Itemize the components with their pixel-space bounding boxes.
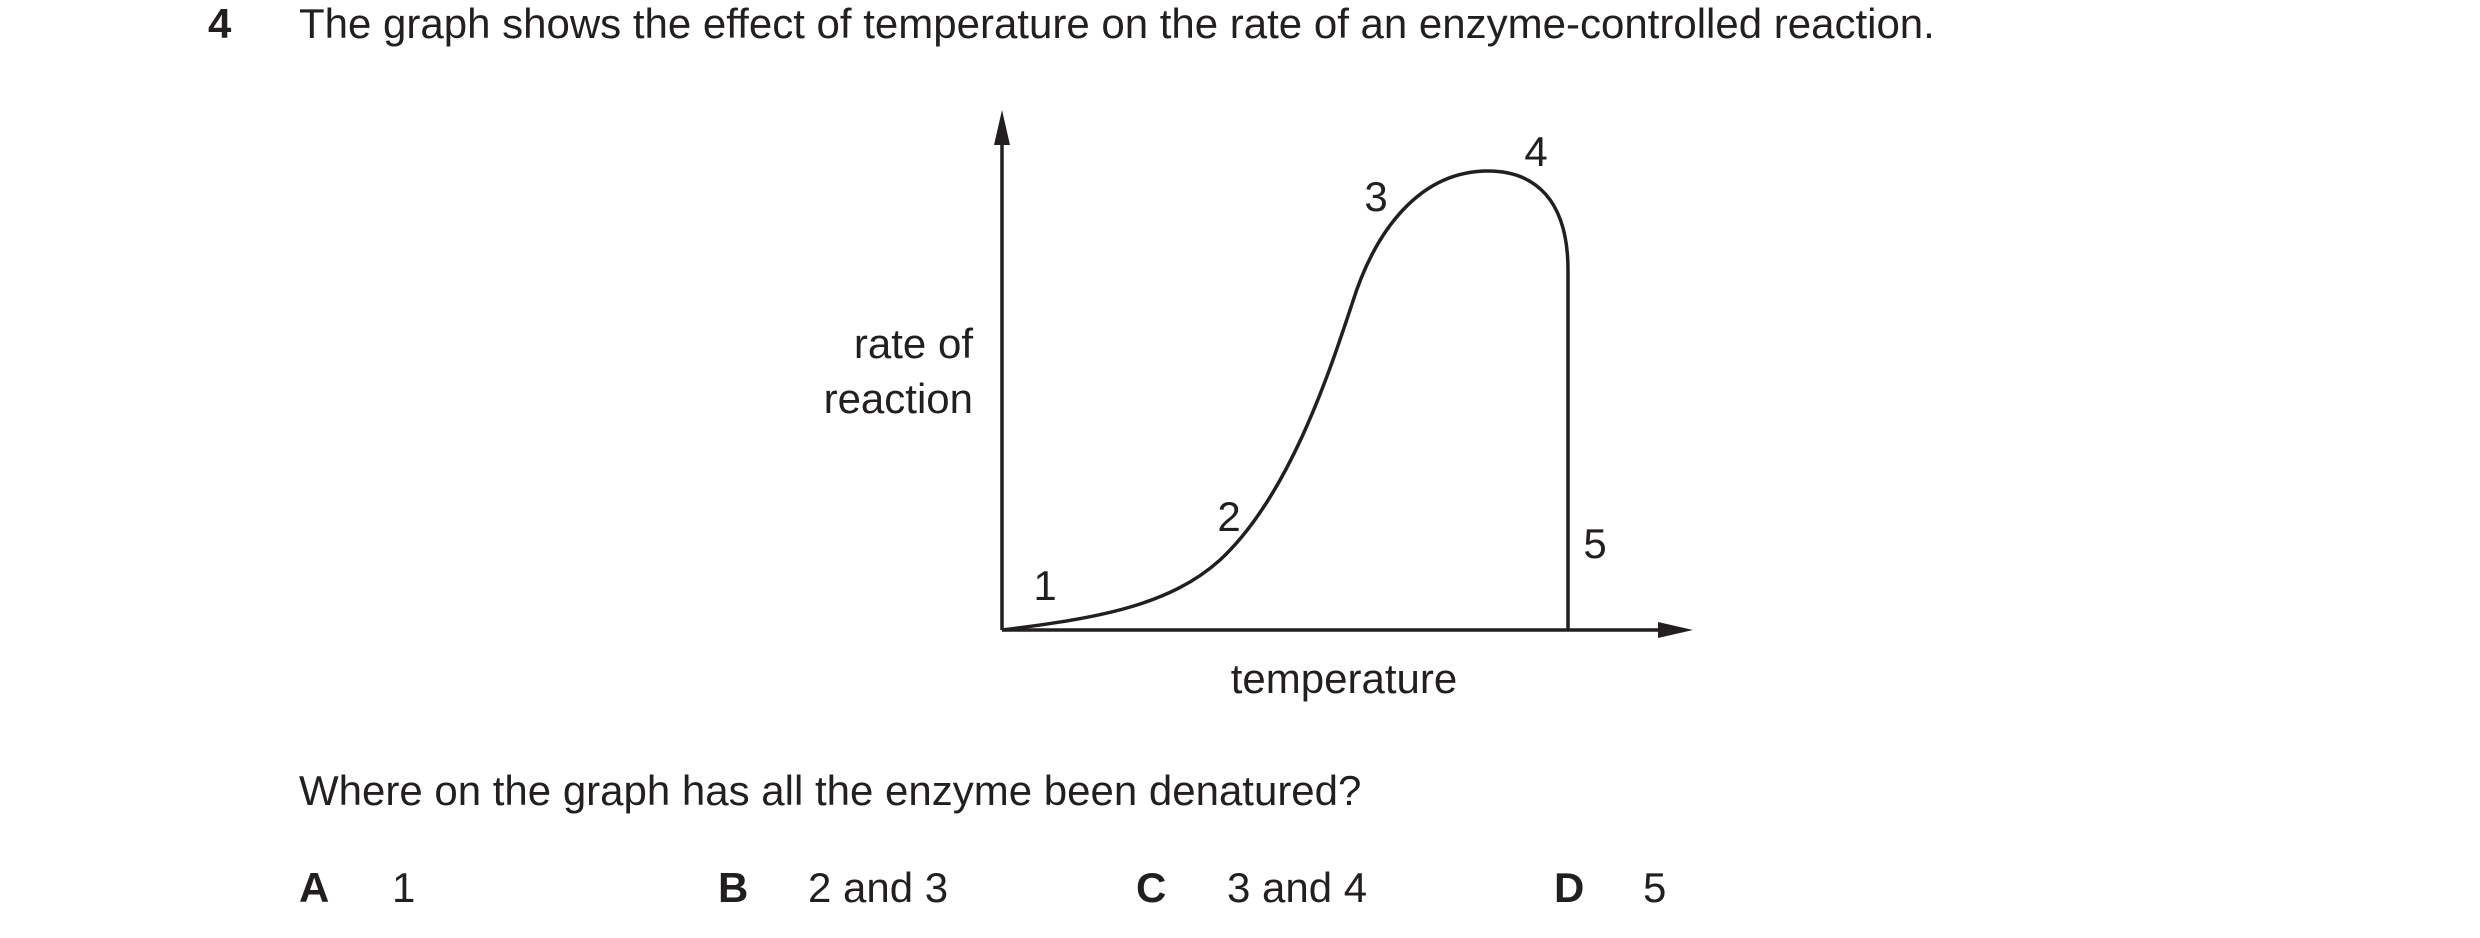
option-text[interactable]: 1 xyxy=(392,864,415,911)
option-letter[interactable]: D xyxy=(1554,864,1584,911)
question-number: 4 xyxy=(208,0,232,47)
option-letter[interactable]: A xyxy=(299,864,329,911)
question-stem: The graph shows the effect of temperatur… xyxy=(299,0,1935,47)
x-axis-arrow xyxy=(1658,622,1693,638)
y-axis-label: rate of xyxy=(854,320,973,367)
option-letter[interactable]: B xyxy=(718,864,748,911)
point-label: 2 xyxy=(1217,493,1240,540)
y-axis-arrow xyxy=(994,110,1010,145)
x-axis-label: temperature xyxy=(1231,655,1457,702)
option-text[interactable]: 2 and 3 xyxy=(808,864,948,911)
point-label: 3 xyxy=(1364,173,1387,220)
point-label: 1 xyxy=(1033,562,1056,609)
graph xyxy=(994,110,1693,638)
option-letter[interactable]: C xyxy=(1136,864,1166,911)
point-label: 4 xyxy=(1524,128,1547,175)
option-text[interactable]: 5 xyxy=(1643,864,1666,911)
point-label: 5 xyxy=(1583,520,1606,567)
option-text[interactable]: 3 and 4 xyxy=(1227,864,1367,911)
rate-curve xyxy=(1001,169,1570,632)
y-axis-label: reaction xyxy=(824,375,973,422)
question-prompt: Where on the graph has all the enzyme be… xyxy=(299,767,1361,814)
